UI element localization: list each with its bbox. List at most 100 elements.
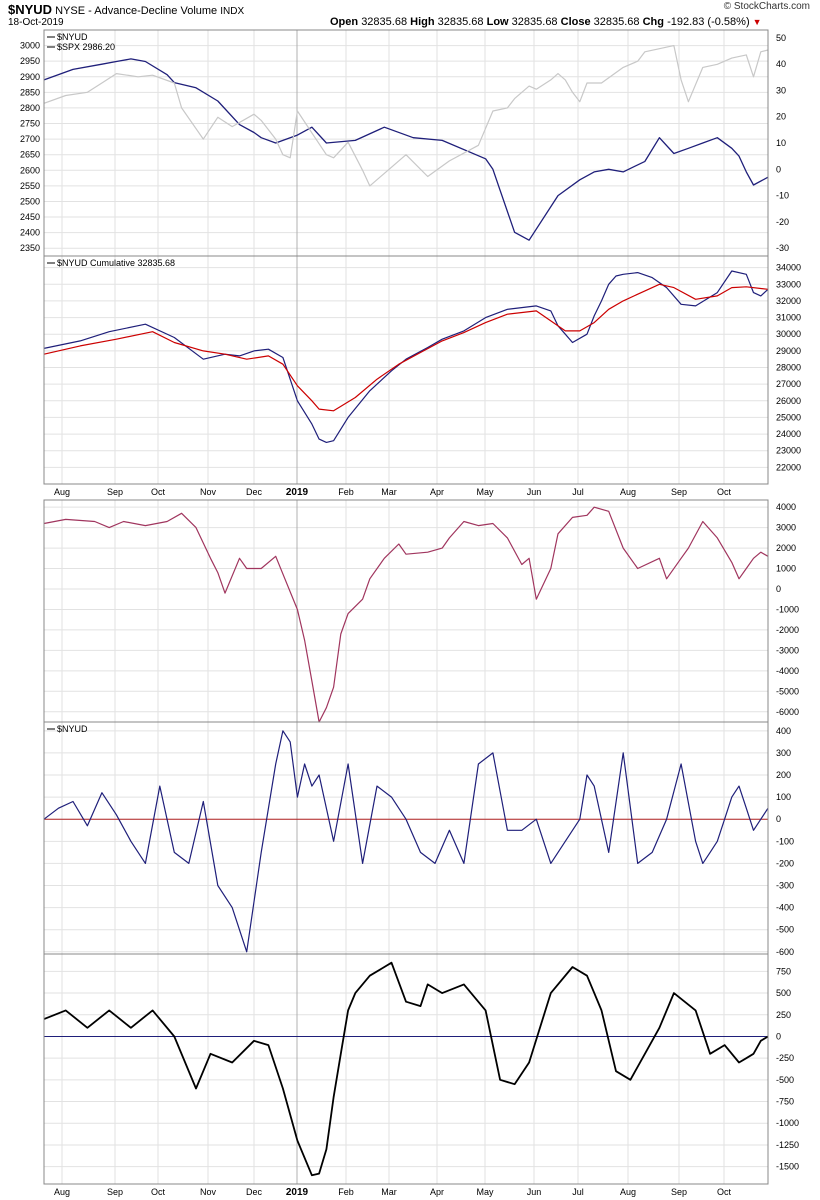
month-tick-label: Sep (671, 1187, 687, 1197)
high-label: High (410, 16, 435, 28)
month-tick-label: 2019 (286, 487, 309, 498)
month-tick-label: 2019 (286, 1187, 309, 1198)
panel-5-y-tick-label: 500 (776, 988, 791, 998)
month-tick-label: Apr (430, 487, 444, 497)
panel-1-left-tick-label: 2350 (20, 243, 40, 253)
panel-2-y-tick-label: 24000 (776, 429, 801, 439)
month-tick-label: Aug (54, 1187, 70, 1197)
panel-5-y-tick-label: -1500 (776, 1162, 799, 1172)
month-tick-label: Jul (572, 1187, 584, 1197)
panel-2-frame (43, 255, 769, 485)
panel-1-left-tick-label: 2950 (20, 56, 40, 66)
panel-1-left-tick-label: 2750 (20, 119, 40, 129)
low-value: 32835.68 (511, 16, 558, 28)
panel-5-y-tick-label: -250 (776, 1053, 794, 1063)
panel-5-y-tick-label: -1000 (776, 1118, 799, 1128)
panel-4-y-tick-label: -200 (776, 858, 794, 868)
panel-5-y-tick-label: 0 (776, 1031, 781, 1041)
panel-4-y-tick-label: 100 (776, 792, 791, 802)
panel-1-y-tick-label: -10 (776, 191, 789, 201)
panel-1-y-tick-label: -20 (776, 217, 789, 227)
close-value: 32835.68 (593, 16, 640, 28)
month-tick-label: Sep (107, 1187, 123, 1197)
panel-1-series-line (43, 58, 769, 241)
month-tick-label: Jun (527, 1187, 542, 1197)
panel-2-y-tick-label: 29000 (776, 346, 801, 356)
panel-5-y-tick-label: 250 (776, 1010, 791, 1020)
panel-2-y-tick-label: 23000 (776, 446, 801, 456)
open-label: Open (330, 16, 359, 28)
panel-2-y-tick-label: 27000 (776, 379, 801, 389)
panel-4-y-tick-label: 200 (776, 770, 791, 780)
panel-2-legend-entry: $NYUD Cumulative 32835.68 (57, 258, 175, 268)
panel-3-y-tick-label: 4000 (776, 502, 796, 512)
panel-3-y-tick-label: -2000 (776, 625, 799, 635)
panel-2-y-tick-label: 33000 (776, 279, 801, 289)
panel-1-left-tick-label: 2900 (20, 72, 40, 82)
panel-2-y-tick-label: 26000 (776, 396, 801, 406)
panel-5-frame (43, 953, 769, 1185)
month-tick-label: Jun (527, 487, 542, 497)
panel-3-frame (43, 499, 769, 723)
panel-1-y-tick-label: 30 (776, 85, 786, 95)
month-tick-label: Oct (151, 1187, 166, 1197)
source-credit: © StockCharts.com (723, 1, 810, 12)
quote-bar: Open 32835.68 High 32835.68 Low 32835.68… (330, 16, 762, 28)
panel-1-left-tick-label: 2400 (20, 228, 40, 238)
panel-1-left-tick-label: 2550 (20, 181, 40, 191)
panel-4-y-tick-label: -600 (776, 947, 794, 957)
panel-1-left-tick-label: 3000 (20, 41, 40, 51)
open-value: 32835.68 (361, 16, 408, 28)
chart-header: $NYUD NYSE - Advance-Decline Volume INDX… (0, 0, 820, 30)
panel-3-y-tick-label: -3000 (776, 645, 799, 655)
month-tick-label: Nov (200, 487, 217, 497)
month-tick-label: Aug (54, 487, 70, 497)
panel-2-series-line (43, 283, 769, 412)
chg-value: -192.83 (-0.58%) (667, 16, 750, 28)
month-tick-label: Feb (338, 1187, 354, 1197)
panel-1-left-tick-label: 2800 (20, 103, 40, 113)
panel-1-left-tick-label: 2850 (20, 87, 40, 97)
panel-4-legend-entry: $NYUD (57, 724, 88, 734)
panel-1-left-tick-label: 2500 (20, 196, 40, 206)
panel-1-left-tick-label: 2700 (20, 134, 40, 144)
month-tick-label: Dec (246, 1187, 263, 1197)
month-tick-label: Oct (717, 1187, 732, 1197)
chg-label: Chg (642, 16, 664, 28)
panel-4-frame (43, 721, 769, 955)
panel-4-y-tick-label: -500 (776, 925, 794, 935)
month-tick-label: Apr (430, 1187, 444, 1197)
panel-2-y-tick-label: 34000 (776, 263, 801, 273)
panel-4-y-tick-label: -300 (776, 881, 794, 891)
index-tag: INDX (220, 6, 245, 17)
month-tick-label: Jul (572, 487, 584, 497)
month-tick-label: Sep (107, 487, 123, 497)
panel-5-y-tick-label: -1250 (776, 1140, 799, 1150)
panel-3-y-tick-label: 3000 (776, 523, 796, 533)
title-rest: NYSE - Advance-Decline Volume (52, 5, 221, 17)
panel-2-y-tick-label: 32000 (776, 296, 801, 306)
panel-1-y-tick-label: 40 (776, 59, 786, 69)
panel-3-y-tick-label: -6000 (776, 707, 799, 717)
month-tick-label: Nov (200, 1187, 217, 1197)
month-tick-label: Oct (717, 487, 732, 497)
month-tick-label: Aug (620, 1187, 636, 1197)
panel-2-y-tick-label: 31000 (776, 313, 801, 323)
panel-1-y-tick-label: 10 (776, 138, 786, 148)
panel-3-y-tick-label: -5000 (776, 686, 799, 696)
panel-2-y-tick-label: 30000 (776, 329, 801, 339)
down-arrow-icon: ▼ (752, 17, 762, 27)
panel-2-y-tick-label: 22000 (776, 462, 801, 472)
panel-1-left-tick-label: 2650 (20, 150, 40, 160)
panel-3-y-tick-label: 0 (776, 584, 781, 594)
month-tick-label: Mar (381, 487, 397, 497)
panel-5-y-tick-label: 750 (776, 966, 791, 976)
panel-3-y-tick-label: 2000 (776, 543, 796, 553)
panel-1-legend-entry: $SPX 2986.20 (57, 42, 115, 52)
low-label: Low (486, 16, 509, 28)
panel-4-y-tick-label: 0 (776, 814, 781, 824)
month-tick-label: Dec (246, 487, 263, 497)
panel-4-y-tick-label: 400 (776, 726, 791, 736)
panel-4-y-tick-label: 300 (776, 748, 791, 758)
